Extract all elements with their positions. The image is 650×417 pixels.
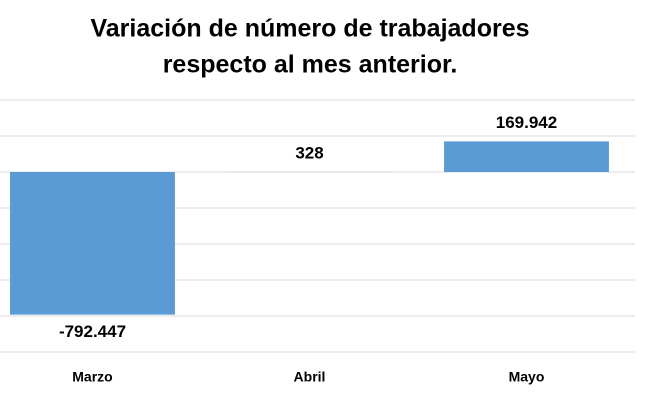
value-label: -792.447 — [59, 322, 126, 341]
x-tick-label: Marzo — [72, 369, 112, 385]
chart-title: respecto al mes anterior. — [163, 51, 458, 79]
bar — [10, 172, 175, 315]
x-tick-label: Abril — [294, 369, 326, 385]
x-tick-label: Mayo — [509, 369, 545, 385]
bar — [444, 141, 609, 172]
chart-title: Variación de número de trabajadores — [90, 15, 529, 43]
value-label: 328 — [295, 143, 323, 162]
value-label: 169.942 — [496, 113, 557, 132]
